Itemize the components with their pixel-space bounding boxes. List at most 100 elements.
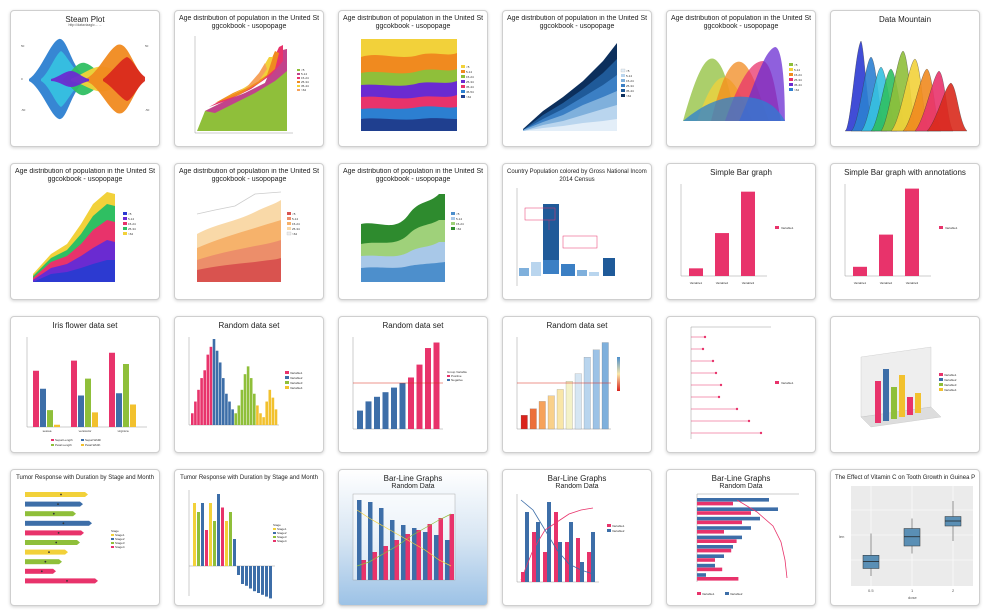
bar: [697, 530, 724, 534]
thumbnail-title-2: ggcokbook - usopopage: [211, 23, 287, 30]
tick-label: Variable3: [906, 281, 919, 285]
thumbnail-bar-line-1[interactable]: Bar-Line Graphs Random Data: [338, 469, 488, 606]
bar: [697, 511, 751, 515]
thumbnail-bar-line-2[interactable]: Bar-Line Graphs Random Data Variable1 Va…: [502, 469, 652, 606]
thumbnail-country-population[interactable]: Country Population colored by Gross Nati…: [502, 163, 652, 300]
svg-text:25-34: 25-34: [301, 80, 309, 84]
thumbnail-age-distribution-4[interactable]: Age distribution of population in the Un…: [666, 10, 816, 147]
bar: [416, 530, 421, 580]
bar: [591, 532, 595, 582]
bar: [259, 413, 262, 425]
point: [759, 431, 763, 435]
svg-text:Sepal.Width: Sepal.Width: [85, 438, 102, 442]
swim-bar: [25, 540, 77, 545]
bar: [229, 512, 232, 566]
thumbnail-tumor-waterfall[interactable]: Tumor Response with Duration by Stage an…: [174, 469, 324, 606]
thumbnail-title-2: Random Data: [555, 483, 599, 490]
thumbnail-random-1[interactable]: Random data set Variable1 Variable2 Vari…: [174, 316, 324, 453]
svg-text:15-24: 15-24: [292, 222, 300, 226]
thumbnail-age-distribution-2[interactable]: Age distribution of population in the Un…: [338, 10, 488, 147]
bar: [529, 408, 537, 430]
thumbnail-lollipop[interactable]: Variable1: [666, 316, 816, 453]
bar: [193, 503, 196, 566]
svg-text:Stage: Stage: [273, 523, 281, 527]
bar-Variable1: [689, 268, 703, 276]
thumbnail-data-mountain[interactable]: Data Mountain: [830, 10, 980, 147]
svg-text:25-34: 25-34: [128, 227, 136, 231]
bar: [246, 366, 250, 425]
bar: [231, 409, 234, 425]
svg-text:5-14: 5-14: [456, 217, 462, 221]
arrow-head: [85, 492, 88, 497]
bar: [253, 566, 256, 592]
thumbnail-bar-line-3[interactable]: Bar-Line Graphs Random Data Variable1 Va…: [666, 469, 816, 606]
bar: [361, 560, 366, 580]
thumbnail-age-distribution-7[interactable]: Age distribution of population in the Un…: [338, 163, 488, 300]
arrow-head: [73, 511, 76, 517]
bar: [241, 566, 244, 584]
thumbnail-title-2: ggcokbook - usopopage: [703, 23, 779, 30]
bar: [265, 566, 268, 597]
bar: [237, 566, 240, 575]
bar: [697, 545, 733, 549]
pastel-area-chart: <5 5-14 15-24 25-34 >64: [196, 191, 300, 282]
svg-text:15-24: 15-24: [301, 76, 309, 80]
bar: [543, 552, 547, 582]
thumbnail-age-distribution-5[interactable]: Age distribution of population in the Un…: [10, 163, 160, 300]
point: [735, 407, 739, 411]
tick-label-0-5: 0.5: [868, 588, 874, 593]
svg-text:Variable1: Variable1: [702, 592, 715, 596]
stacked-area-chart-bright: <5 5-14 15-24 25-34 >64: [33, 192, 136, 282]
bar: [109, 352, 115, 427]
svg-text:>64: >64: [128, 232, 133, 236]
thumbnail-random-2[interactable]: Random data set Group Variable Positive …: [338, 316, 488, 453]
bar: [222, 378, 225, 425]
thumbnail-simple-bar-annotations[interactable]: Simple Bar graph with annotations Variab…: [830, 163, 980, 300]
blue-stacked-area-chart: <5 5-14 15-24 25-34 35-44 >64: [523, 43, 634, 131]
svg-text:Variable1: Variable1: [781, 226, 794, 230]
thumbnail-3d-bar[interactable]: Variable1 Variable2 Variable3 Variable4: [830, 316, 980, 453]
thumbnail-age-distribution-6[interactable]: Age distribution of population in the Un…: [174, 163, 324, 300]
tick-label: virginica: [117, 429, 128, 433]
svg-text:5-14: 5-14: [626, 74, 632, 78]
bar: [271, 397, 275, 425]
svg-text:>64: >64: [466, 95, 471, 99]
thumbnail-age-distribution-3[interactable]: Age distribution of population in the Un…: [502, 10, 652, 147]
svg-text:Variable1: Variable1: [781, 381, 794, 385]
swim-bar: [25, 520, 89, 526]
bar: [205, 530, 208, 566]
response-marker: [62, 522, 65, 525]
svg-text:35-44: 35-44: [626, 89, 634, 93]
bar: [253, 393, 256, 425]
thumbnail-title-2: ggcokbook - usopopage: [375, 23, 451, 30]
thumbnail-vitamin-c-boxplot[interactable]: The Effect of Vitamin C on Tooth Growth …: [830, 469, 980, 606]
thumbnail-steam-plot[interactable]: Steam Plot http://datavizagic... ... 50 0…: [10, 10, 160, 147]
bar: [583, 357, 591, 430]
thumbnail-simple-bar[interactable]: Simple Bar graph Variable1 Variable2 Varia…: [666, 163, 816, 300]
bar: [33, 370, 39, 427]
bar: [47, 410, 53, 427]
bar-Variable3: [905, 188, 919, 276]
tick-label: Variable3: [742, 281, 755, 285]
swim-bar: [25, 549, 65, 555]
thumbnail-iris[interactable]: Iris flower data set setosa versicolor vir…: [10, 316, 160, 453]
bar: [558, 542, 562, 582]
bar: [697, 577, 739, 581]
bar: [379, 508, 384, 580]
svg-text:5-14: 5-14: [292, 217, 298, 221]
thumbnail-title-2: ggcokbook - usopopage: [211, 176, 287, 183]
bar: [217, 494, 220, 566]
svg-text:Variable1: Variable1: [945, 226, 958, 230]
bar: [268, 389, 272, 425]
thumbnail-age-distribution-1[interactable]: Age distribution of population in the Un…: [174, 10, 324, 147]
bar: [256, 405, 259, 425]
response-marker: [55, 541, 58, 544]
vitamin-c-boxplot: 0.5 1 2 dose len: [839, 486, 973, 600]
arrow-head: [65, 549, 68, 555]
bar: [274, 409, 278, 425]
thumbnail-title: Country Population colored by Gross Nati…: [507, 169, 647, 175]
thumbnail-tumor-swimmer[interactable]: Tumor Response with Duration by Stage an…: [10, 469, 160, 606]
thumbnail-random-3[interactable]: Random data set: [502, 316, 652, 453]
bar: [433, 342, 440, 429]
thumbnail-title: Data Mountain: [878, 15, 932, 24]
